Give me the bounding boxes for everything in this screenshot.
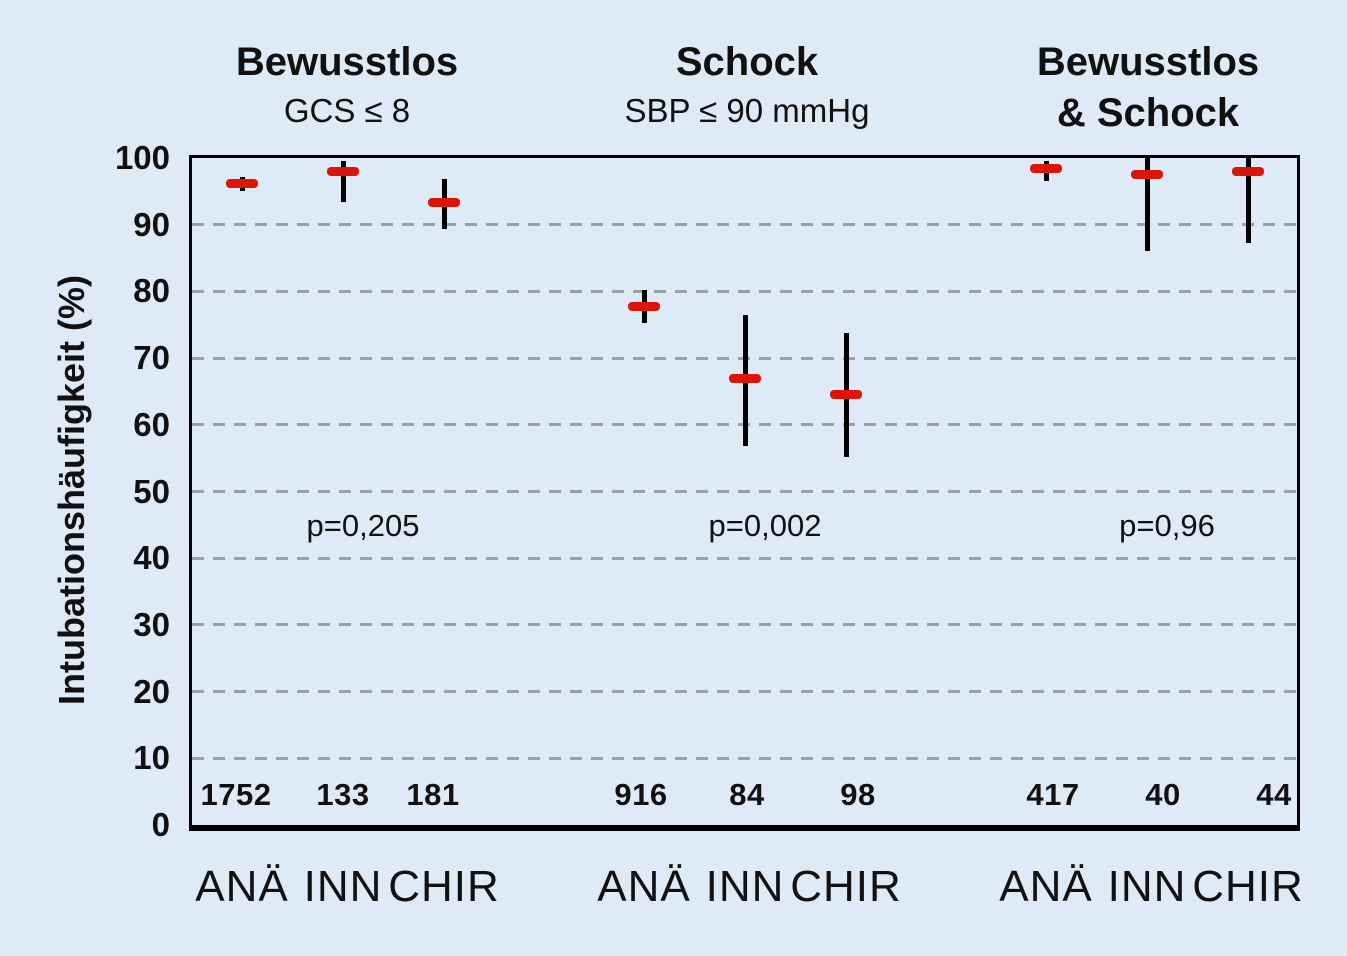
ci-whisker-bewusstlos-chir: [1245, 158, 1251, 243]
gridline-90: [192, 223, 1297, 227]
estimate-marker-chir: [830, 389, 862, 399]
sample-size-label: 1752: [200, 777, 272, 812]
y-tick-90: 90: [133, 205, 170, 243]
estimate-marker-chir: [428, 197, 460, 207]
y-tick-40: 40: [133, 539, 170, 577]
x-axis-label-chir: CHIR: [790, 862, 902, 911]
p-value-label: p=0,002: [708, 508, 822, 543]
y-tick-60: 60: [133, 405, 170, 443]
group-title-line1: Bewusstlos: [235, 40, 459, 84]
group-title: Bewusstlos GCS ≤ 8: [147, 36, 547, 134]
sample-size-label: 98: [840, 777, 876, 812]
group-title: Schock SBP ≤ 90 mmHg: [547, 36, 947, 134]
sample-size-label: 417: [1026, 777, 1080, 812]
x-axis-label-chir: CHIR: [388, 862, 500, 911]
group-title-line2: GCS ≤ 8: [283, 92, 411, 129]
y-tick-50: 50: [133, 472, 170, 510]
ci-whisker-bewusstlos-inn: [340, 160, 346, 202]
ci-whisker-bewusstlos-inn: [1144, 158, 1150, 252]
y-tick-80: 80: [133, 272, 170, 310]
estimate-marker-chir: [1232, 166, 1264, 176]
gridline-50: [192, 490, 1297, 493]
gridline-30: [192, 623, 1297, 627]
group-title-line1: Bewusstlos: [1036, 40, 1260, 84]
x-axis-label-chir: CHIR: [1192, 862, 1304, 911]
group-title-line1: Schock: [675, 40, 819, 84]
sample-size-label: 916: [614, 777, 668, 812]
group-title-line2: SBP ≤ 90 mmHg: [624, 92, 870, 129]
estimate-marker-inn: [1131, 170, 1163, 180]
sample-size-label: 133: [316, 777, 370, 812]
group-title-line2: & Schock: [1056, 91, 1240, 135]
estimate-marker-ana: [1030, 163, 1062, 173]
x-axis-label-inn: INN: [705, 862, 785, 911]
x-axis-label-ana: ANÄ: [195, 862, 289, 911]
estimate-marker-ana: [628, 301, 660, 311]
estimate-marker-inn: [327, 166, 359, 176]
p-value-label: p=0,96: [1119, 508, 1215, 543]
y-tick-0: 0: [151, 806, 170, 843]
sample-size-label: 40: [1145, 777, 1181, 812]
x-axis-label-inn: INN: [1107, 862, 1187, 911]
gridline-20: [192, 690, 1297, 694]
gridline-80: [192, 289, 1297, 293]
sample-size-label: 84: [729, 777, 765, 812]
estimate-marker-inn: [729, 373, 761, 383]
y-tick-100: 100: [114, 139, 170, 176]
p-value-label: p=0,205: [306, 508, 420, 543]
y-tick-20: 20: [133, 672, 170, 710]
plot-area: 1752 133 181 p=0,205 916 84 98 p=0,002 417 40 44 p=…: [189, 155, 1300, 831]
gridline-10: [192, 756, 1297, 760]
sample-size-label: 44: [1256, 777, 1292, 812]
sample-size-label: 181: [406, 777, 460, 812]
x-axis-label-inn: INN: [303, 862, 383, 911]
group-title: Bewusstlos & Schock: [948, 36, 1347, 138]
y-tick-10: 10: [133, 739, 170, 777]
gridline-40: [192, 556, 1297, 560]
estimate-marker-ana: [226, 178, 258, 188]
y-tick-70: 70: [133, 339, 170, 377]
x-axis-label-ana: ANÄ: [597, 862, 691, 911]
y-tick-30: 30: [133, 605, 170, 643]
x-axis-label-ana: ANÄ: [999, 862, 1093, 911]
